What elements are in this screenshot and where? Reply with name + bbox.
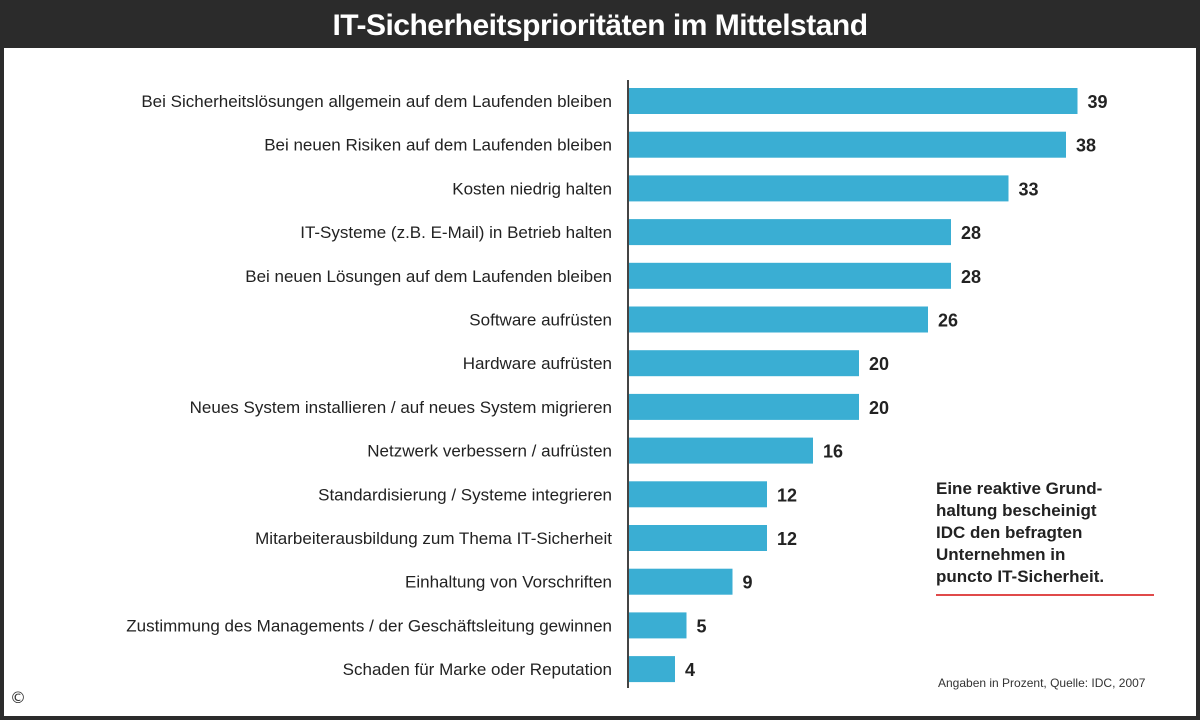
category-label: Schaden für Marke oder Reputation [343, 660, 612, 679]
value-label: 28 [961, 223, 981, 243]
category-label: Software aufrüsten [469, 311, 612, 330]
note-line: haltung bescheinigt [936, 501, 1097, 520]
note-line: IDC den befragten [936, 523, 1083, 542]
note-line: Unternehmen in [936, 545, 1066, 564]
annotation-note: Eine reaktive Grund- haltung bescheinigt… [936, 478, 1156, 588]
value-label: 9 [743, 573, 753, 593]
value-label: 12 [777, 485, 797, 505]
category-label: Einhaltung von Vorschriften [405, 573, 612, 592]
category-label: Bei neuen Risiken auf dem Laufenden blei… [264, 136, 612, 155]
value-label: 5 [697, 616, 707, 636]
bar [629, 350, 859, 377]
copyright-mark: © [10, 688, 26, 707]
bar [629, 525, 767, 551]
value-label: 28 [961, 267, 981, 287]
category-label: Neues System installieren / auf neues Sy… [190, 398, 612, 417]
source-note: Angaben in Prozent, Quelle: IDC, 2007 [938, 676, 1146, 690]
value-label: 38 [1076, 136, 1096, 156]
category-label: Standardisierung / Systeme integrieren [318, 485, 612, 504]
note-line: Eine reaktive Grund- [936, 479, 1103, 498]
note-underline [936, 594, 1154, 596]
value-label: 4 [685, 660, 695, 680]
value-label: 20 [869, 354, 889, 374]
category-label: Zustimmung des Managements / der Geschäf… [126, 616, 612, 635]
value-label: 39 [1088, 92, 1108, 112]
category-label: Bei neuen Lösungen auf dem Laufenden ble… [245, 267, 612, 286]
value-label: 12 [777, 529, 797, 549]
bar [629, 175, 1009, 202]
value-label: 20 [869, 398, 889, 418]
category-label: IT-Systeme (z.B. E-Mail) in Betrieb halt… [300, 223, 612, 242]
bar [629, 219, 951, 246]
bar [629, 393, 859, 420]
category-label: Mitarbeiterausbildung zum Thema IT-Siche… [255, 529, 612, 548]
bar [629, 437, 813, 464]
bar [629, 481, 767, 508]
category-label: Netzwerk verbessern / aufrüsten [367, 442, 612, 461]
note-line: puncto IT-Sicherheit. [936, 567, 1105, 586]
value-label: 26 [938, 311, 958, 331]
bar [629, 306, 928, 333]
value-label: 16 [823, 442, 843, 462]
bar [629, 262, 951, 289]
category-label: Hardware aufrüsten [463, 354, 612, 373]
bar [629, 88, 1078, 114]
bar [629, 131, 1066, 158]
chart-title: IT-Sicherheitsprioritäten im Mittelstand [4, 4, 1196, 48]
value-label: 33 [1019, 179, 1039, 199]
bar [629, 568, 733, 595]
category-label: Bei Sicherheitslösungen allgemein auf de… [141, 92, 612, 111]
bar [629, 612, 687, 639]
bar [629, 656, 675, 683]
category-label: Kosten niedrig halten [452, 179, 612, 198]
